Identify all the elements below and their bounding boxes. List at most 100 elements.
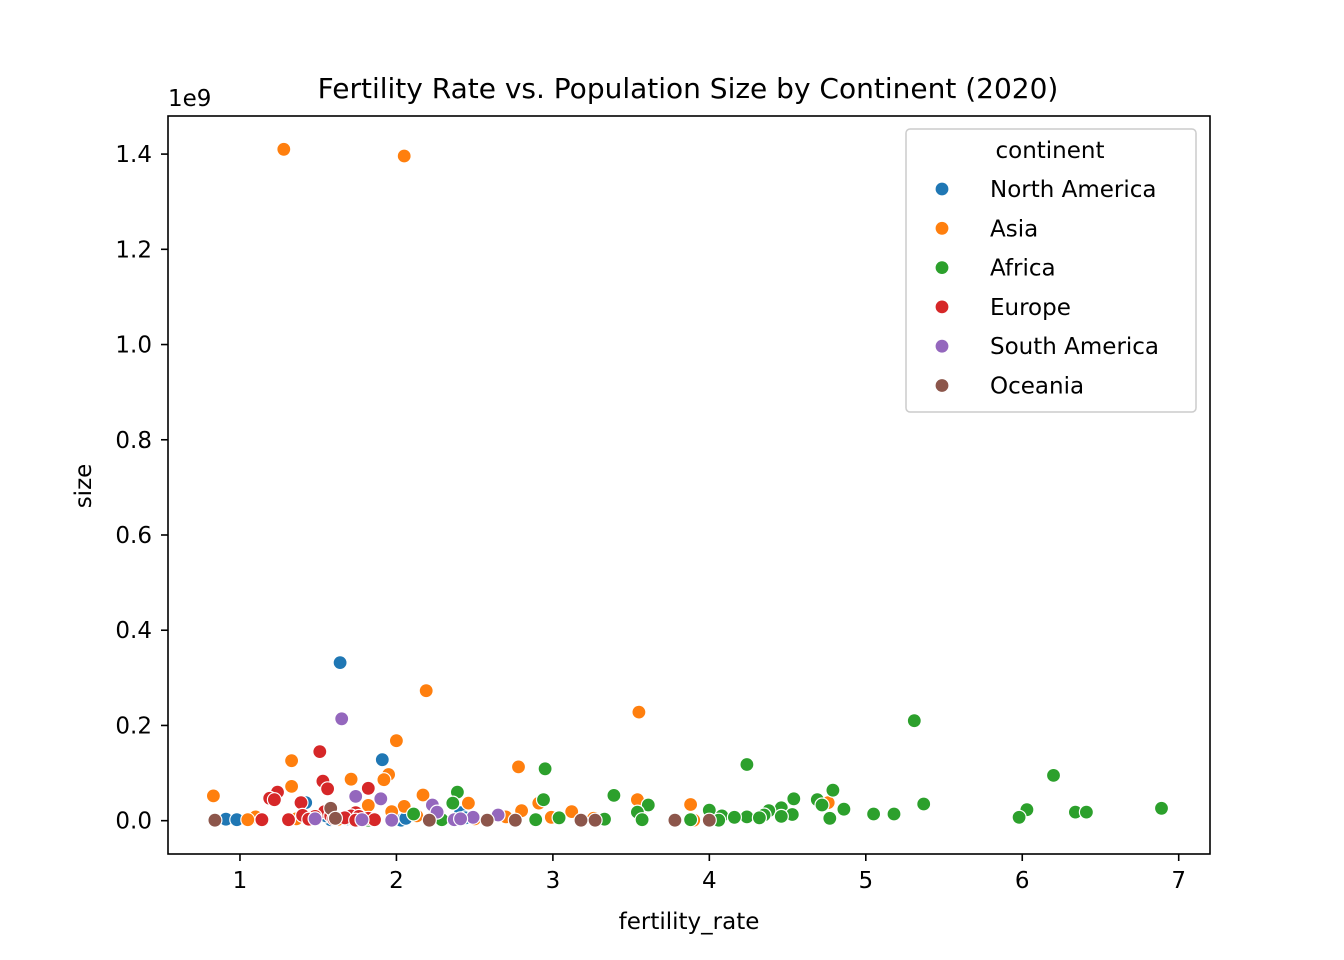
chart-title: Fertility Rate vs. Population Size by Co… [318,72,1059,105]
x-tick-label: 3 [546,868,561,894]
data-point-africa [739,756,755,773]
data-point-africa [640,797,656,813]
data-point-europe [293,794,309,811]
data-point-asia [343,771,359,787]
legend-marker-africa [934,260,950,276]
x-tick-label: 5 [858,868,873,894]
data-point-asia [460,795,476,811]
data-point-africa [916,796,932,812]
y-tick-label: 0.4 [115,618,152,644]
data-point-africa [1078,804,1095,820]
data-point-asia [682,796,699,813]
legend-title: continent [995,138,1104,164]
legend-marker-asia [934,220,950,236]
y-tick-label: 0.0 [115,809,152,835]
data-point-north-america [374,752,390,768]
y-tick-label: 0.6 [115,523,152,549]
data-point-africa [886,806,902,822]
data-point-oceania [573,812,589,828]
legend-label-europe: Europe [990,295,1071,321]
data-point-oceania [667,812,683,828]
data-point-africa [634,812,650,828]
y-tick-label: 0.2 [115,713,152,739]
data-point-africa [551,810,567,826]
data-point-africa [1153,800,1170,816]
data-point-europe [320,781,336,797]
data-point-asia [284,753,300,769]
legend-marker-south-america [934,338,950,354]
data-point-africa [535,792,552,808]
data-point-europe [266,792,282,808]
data-point-asia [510,759,527,775]
legend-label-north-america: North America [990,177,1157,203]
data-point-africa [906,713,922,729]
legend-marker-north-america [934,181,950,197]
data-point-south-america [453,811,469,827]
data-point-africa [682,812,699,828]
data-point-africa [836,801,852,817]
y-tick-label: 1.0 [115,333,152,359]
legend-label-asia: Asia [990,216,1038,242]
x-tick-label: 7 [1171,868,1186,894]
data-point-south-america [373,791,389,807]
data-point-oceania [207,812,223,828]
data-point-south-america [354,812,370,828]
data-point-africa [865,806,882,822]
data-point-asia [564,803,580,820]
y-tick-label: 1.4 [115,142,152,168]
data-point-asia [376,772,392,788]
legend-marker-oceania [934,377,950,394]
data-point-south-america [348,788,364,805]
data-point-europe [280,812,297,828]
data-point-europe [360,780,376,796]
data-point-africa [814,797,830,813]
data-point-africa [773,808,789,825]
data-point-asia [396,148,412,164]
data-point-africa [786,791,802,807]
y-offset-label: 1e9 [168,86,211,112]
x-tick-label: 4 [702,868,717,894]
data-point-africa [606,787,622,804]
data-point-oceania [701,812,717,828]
data-point-asia [631,704,647,720]
data-point-asia [388,733,404,749]
legend: continent North America Asia Africa Europe S… [905,128,1197,413]
x-tick-label: 6 [1015,868,1030,894]
data-point-africa [406,806,422,822]
data-point-asia [276,141,292,157]
legend-label-africa: Africa [990,256,1056,282]
data-point-africa [537,761,553,777]
data-point-south-america [334,711,350,727]
y-ticks: 0.0 0.2 0.4 0.6 0.8 1.0 1.2 1.4 [115,142,168,835]
data-point-oceania [507,812,523,828]
data-point-africa [751,810,768,826]
data-point-oceania [587,812,603,828]
data-point-asia [284,778,300,795]
data-point-asia [240,812,256,828]
data-point-europe [312,743,328,760]
data-point-north-america [332,654,348,671]
data-point-africa [822,810,838,826]
data-point-africa [445,795,461,811]
data-point-europe [254,812,270,828]
data-point-africa [739,809,755,825]
data-point-africa [1011,809,1027,825]
data-point-south-america [384,812,400,828]
legend-entries: North America Asia Africa Europe South Ameri… [934,177,1159,400]
data-point-europe [366,812,383,828]
y-axis-label: size [71,464,97,509]
x-tick-label: 1 [233,868,248,894]
x-ticks: 1 2 3 4 5 6 7 [233,854,1186,894]
legend-marker-europe [934,299,950,315]
data-point-africa [528,812,544,828]
data-point-asia [415,787,431,803]
data-point-africa [1045,767,1062,784]
legend-label-oceania: Oceania [990,374,1084,400]
data-point-asia [418,683,434,699]
points-layer [205,141,1170,828]
data-point-africa [726,809,743,825]
data-point-south-america [465,809,481,825]
y-tick-label: 0.8 [115,428,152,454]
